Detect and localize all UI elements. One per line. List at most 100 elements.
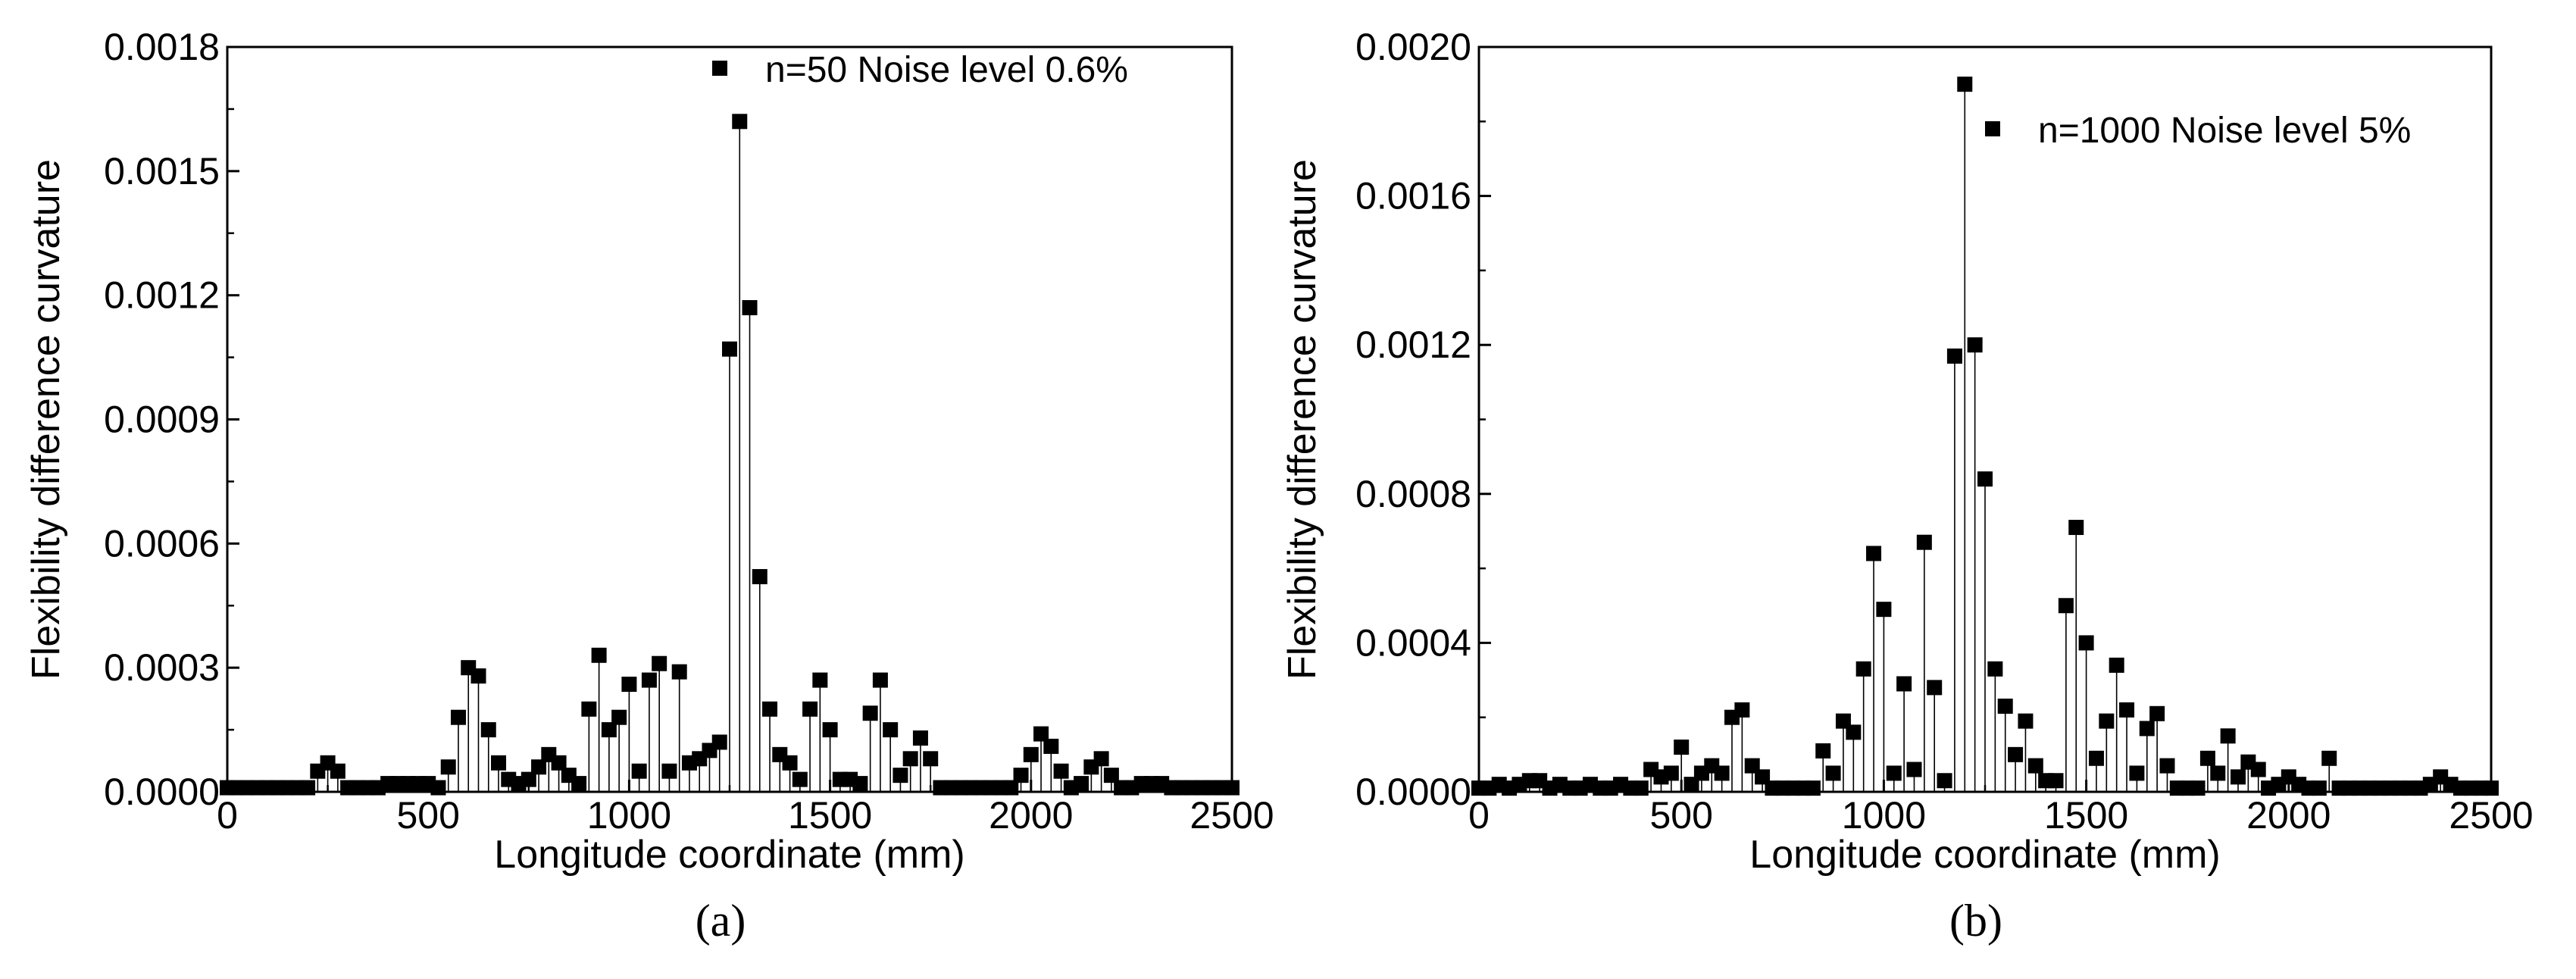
panel-b-data-point (2119, 702, 2135, 718)
panel-b-data-point (2159, 758, 2175, 774)
panel-b-label: (b) (1949, 896, 2002, 946)
panel-a-data-point (1033, 726, 1049, 742)
panel-a-x-tick-label: 2500 (1190, 794, 1274, 837)
panel-b-data-point (2321, 750, 2337, 766)
panel-b-data-point (1805, 780, 1821, 796)
panel-a-data-point (802, 701, 818, 717)
panel-b-y-tick-label: 0.0020 (1355, 26, 1471, 68)
panel-b-marks (1471, 77, 2499, 796)
panel-b-legend-label: n=1000 Noise level 5% (2038, 111, 2411, 151)
panel-b-data-point (2199, 750, 2215, 766)
panel-a-data-point (652, 655, 667, 671)
panel-a-data-point (470, 668, 486, 684)
panel-b-data-point (2220, 728, 2236, 744)
panel-a-y-tick-label: 0.0000 (104, 771, 220, 813)
panel-a-data-point (902, 751, 918, 767)
panel-a-data-point (1103, 768, 1119, 784)
panel-a-data-point (742, 300, 758, 316)
panel-a-x-tick-label: 500 (396, 794, 459, 837)
panel-a-data-point (893, 768, 908, 784)
panel-b-data-point (1886, 765, 1902, 781)
panel-b-data-point (1916, 534, 1932, 550)
panel-a-x-tick-label: 0 (217, 794, 238, 837)
panel-a: 0 500 1000 1500 2000 2500 0.0000 0.0003 0.0006 0.… (24, 26, 1274, 946)
panel-a-data-point (521, 771, 536, 787)
panel-a-data-point (611, 709, 627, 725)
panel-b-data-point (1815, 743, 1831, 758)
panel-a-data-point (752, 569, 767, 585)
panel-b-data-point (2250, 762, 2266, 777)
panel-b-data-point (1896, 676, 1912, 692)
panel-a-data-point (711, 734, 727, 750)
panel-a-label: (a) (696, 896, 746, 946)
panel-b-x-tick-label: 1500 (2044, 794, 2128, 837)
panel-b-legend-marker (1985, 121, 2000, 136)
panel-b-data-point (2078, 635, 2094, 651)
panel-a-marks (220, 114, 1240, 796)
panel-b-data-point (1846, 724, 1862, 740)
panel-a-data-point (1093, 751, 1109, 767)
panel-a-data-point (852, 776, 868, 792)
panel-a-data-point (782, 755, 798, 771)
panel-a-data-point (641, 672, 657, 688)
panel-b-data-point (1855, 661, 1871, 677)
panel-a-legend-marker (712, 61, 727, 76)
panel-a-x-axis-title: Longitude coordinate (mm) (494, 833, 964, 877)
panel-a-data-point (762, 701, 778, 717)
panel-a-data-point (883, 722, 899, 738)
panel-a-data-point (1053, 763, 1069, 779)
panel-b-y-tick-label: 0.0004 (1355, 621, 1471, 664)
panel-a-data-point (450, 709, 466, 725)
panel-b-x-tick-label: 0 (1468, 794, 1490, 837)
panel-a-data-point (923, 751, 939, 767)
panel-a-data-point (621, 677, 637, 693)
panel-b-x-tick-label: 2000 (2246, 794, 2331, 837)
panel-a-data-point (732, 114, 748, 130)
panel-b-x-tick-label: 1000 (1842, 794, 1926, 837)
panel-b-data-point (1906, 762, 1922, 777)
panel-b-data-point (1946, 348, 1962, 364)
panel-b-x-tick-label: 500 (1649, 794, 1712, 837)
panel-b-data-point (2190, 780, 2206, 796)
panel-b-y-tick-label: 0.0000 (1355, 771, 1471, 813)
panel-a-data-point (631, 763, 647, 779)
panel-a-y-tick-label: 0.0009 (104, 399, 220, 441)
panel-b-data-point (2058, 598, 2074, 614)
panel-a-x-tick-label: 1000 (587, 794, 671, 837)
panel-a-data-point (440, 759, 456, 775)
panel-b-y-axis-title: Flexibility difference curvature (1280, 159, 1324, 680)
panel-b-data-point (2099, 713, 2115, 729)
panel-a-y-tick-label: 0.0015 (104, 150, 220, 192)
panel-b-data-point (1927, 680, 1943, 696)
panel-a-y-tick-label: 0.0012 (104, 274, 220, 317)
panel-b-data-point (1825, 765, 1841, 781)
panel-a-data-point (591, 647, 607, 663)
panel-b-data-point (1957, 77, 1973, 92)
panel-b-data-point (2210, 765, 2226, 781)
panel-a-data-point (872, 672, 888, 688)
panel-b-data-point (1714, 765, 1730, 781)
panel-a-data-point (1023, 746, 1039, 762)
panel-a-data-point (581, 701, 597, 717)
panel-b-data-point (1987, 661, 2003, 677)
panel-b-data-point (1663, 765, 1679, 781)
panel-b-data-point (1866, 546, 1882, 561)
panel-b-data-point (2231, 769, 2246, 785)
panel-b-x-axis-title: Longitude coordinate (mm) (1749, 833, 2220, 877)
panel-a-ticks: 0 500 1000 1500 2000 2500 0.0000 0.0003 0.0006 0.… (104, 26, 1274, 837)
panel-b-data-point (2149, 705, 2165, 721)
panel-a-y-tick-label: 0.0006 (104, 522, 220, 565)
panel-a-data-point (551, 755, 567, 771)
panel-a-data-point (722, 341, 737, 357)
panel-b-y-tick-label: 0.0008 (1355, 473, 1471, 515)
panel-b-data-point (1876, 602, 1892, 618)
panel-b-data-point (2018, 713, 2034, 729)
panel-b-data-point (2139, 721, 2155, 737)
panel-a-data-point (1043, 738, 1059, 754)
panel-a-data-point (862, 705, 878, 721)
panel-b-ticks: 0 500 1000 1500 2000 2500 0.0000 0.0004 0.0008 0.… (1355, 26, 2534, 837)
panel-b: 0 500 1000 1500 2000 2500 0.0000 0.0004 0.0008 0.… (1280, 26, 2534, 946)
panel-b-data-point (1633, 780, 1649, 796)
panel-a-data-point (300, 780, 316, 796)
